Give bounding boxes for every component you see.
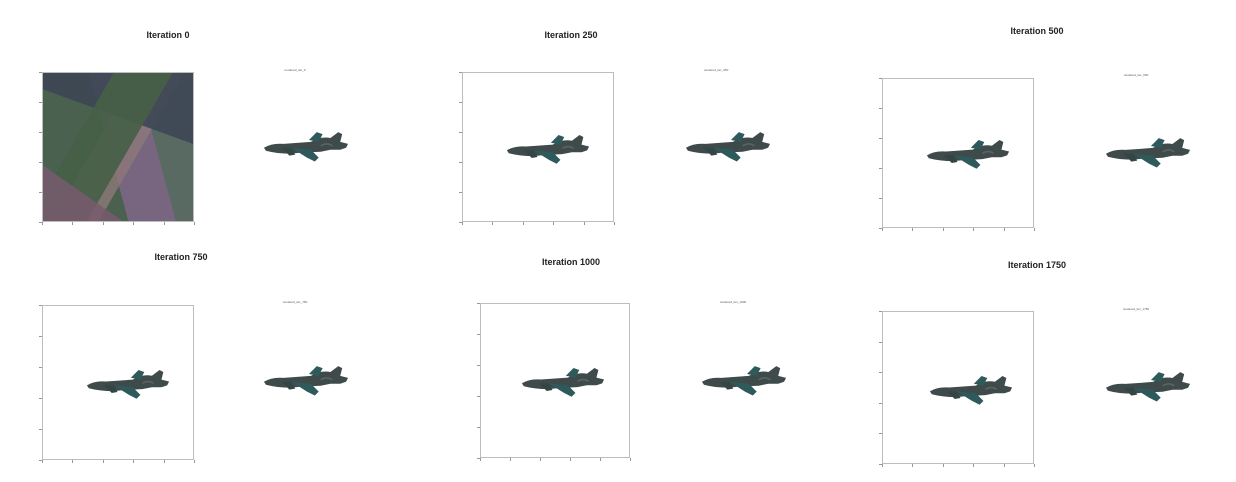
x-axis-tick	[480, 458, 481, 461]
x-axis-tick	[583, 222, 585, 225]
x-axis-tick	[973, 228, 975, 231]
y-axis-tick	[39, 460, 42, 461]
x-axis-tick	[1003, 464, 1005, 467]
y-axis-tick	[879, 168, 882, 169]
y-axis-tick	[879, 402, 882, 404]
reference-subtitle: rendered_iter_1750	[1122, 307, 1150, 311]
y-axis-tick	[477, 365, 480, 366]
x-axis-tick	[912, 464, 914, 467]
x-axis-tick	[553, 222, 555, 225]
x-axis-tick	[163, 222, 165, 225]
x-axis-tick	[882, 228, 883, 231]
y-axis-tick	[39, 102, 42, 103]
x-axis-tick	[1003, 228, 1005, 231]
airplane-image	[263, 366, 349, 396]
airplane-image	[685, 132, 771, 162]
x-axis-tick	[133, 460, 135, 463]
reference-subtitle: rendered_iter_250	[703, 68, 729, 72]
x-axis-tick	[194, 222, 195, 225]
y-axis-tick	[879, 198, 882, 199]
airplane-image	[263, 132, 349, 162]
airplane-image	[1105, 138, 1191, 168]
airplane-image	[521, 368, 605, 397]
y-axis-tick	[39, 367, 42, 368]
x-axis-tick	[600, 458, 601, 461]
airplane-image	[701, 366, 787, 396]
y-axis-tick	[459, 162, 462, 163]
y-axis-tick	[879, 311, 882, 312]
airplane-image	[1105, 372, 1191, 402]
y-axis-tick	[459, 72, 462, 73]
x-axis-tick	[882, 464, 883, 467]
y-axis-tick	[39, 429, 42, 430]
y-axis-tick	[477, 458, 480, 459]
x-axis-tick	[163, 460, 165, 463]
panel-title: Iteration 250	[544, 30, 598, 40]
y-axis-tick	[477, 427, 480, 428]
y-axis-tick	[39, 192, 42, 193]
x-axis-tick	[510, 458, 511, 461]
x-axis-tick	[133, 222, 135, 225]
y-axis-tick	[477, 396, 480, 397]
x-axis-tick	[1034, 464, 1035, 467]
y-axis-tick	[477, 303, 480, 304]
y-axis-tick	[879, 464, 882, 465]
panel-title: Iteration 1750	[1007, 260, 1067, 270]
y-axis-tick	[879, 138, 882, 139]
y-axis-tick	[459, 192, 462, 193]
y-axis-tick	[39, 336, 42, 337]
x-axis-tick	[102, 222, 104, 225]
rendered-view-frame	[42, 72, 194, 222]
x-axis-tick	[72, 222, 74, 225]
y-axis-tick	[39, 305, 42, 306]
x-axis-tick	[942, 464, 944, 467]
x-axis-tick	[614, 222, 615, 225]
airplane-image	[929, 376, 1013, 405]
y-axis-tick	[39, 222, 42, 223]
airplane-image	[506, 135, 590, 164]
y-axis-tick	[879, 341, 882, 343]
x-axis-tick	[1034, 228, 1035, 231]
x-axis-tick	[570, 458, 571, 461]
x-axis-tick	[630, 458, 631, 461]
x-axis-tick	[462, 222, 463, 225]
panel-title: Iteration 500	[1010, 26, 1064, 36]
y-axis-tick	[879, 372, 882, 374]
y-axis-tick	[879, 433, 882, 435]
x-axis-tick	[42, 222, 43, 225]
x-axis-tick	[522, 222, 524, 225]
x-axis-tick	[492, 222, 494, 225]
panel-title: Iteration 1000	[541, 257, 601, 267]
airplane-image	[926, 140, 1010, 169]
x-axis-tick	[194, 460, 195, 463]
y-axis-tick	[879, 78, 882, 79]
y-axis-tick	[477, 334, 480, 335]
reference-subtitle: rendered_iter_750	[282, 300, 308, 304]
y-axis-tick	[459, 132, 462, 133]
panel-title: Iteration 0	[146, 30, 190, 40]
x-axis-tick	[973, 464, 975, 467]
x-axis-tick	[102, 460, 104, 463]
y-axis-tick	[39, 162, 42, 163]
y-axis-tick	[879, 108, 882, 109]
y-axis-tick	[459, 222, 462, 223]
x-axis-tick	[942, 228, 944, 231]
x-axis-tick	[912, 228, 914, 231]
y-axis-tick	[39, 398, 42, 399]
reference-subtitle: rendered_iter_1000	[719, 300, 747, 304]
x-axis-tick	[72, 460, 74, 463]
x-axis-tick	[42, 460, 43, 463]
y-axis-tick	[879, 228, 882, 229]
airplane-image	[86, 370, 170, 399]
reference-subtitle: rendered_iter_0	[284, 68, 306, 72]
y-axis-tick	[39, 132, 42, 133]
panel-title: Iteration 750	[154, 252, 208, 262]
y-axis-tick	[39, 72, 42, 73]
x-axis-tick	[540, 458, 541, 461]
y-axis-tick	[459, 102, 462, 103]
reference-subtitle: rendered_iter_500	[1123, 73, 1149, 77]
